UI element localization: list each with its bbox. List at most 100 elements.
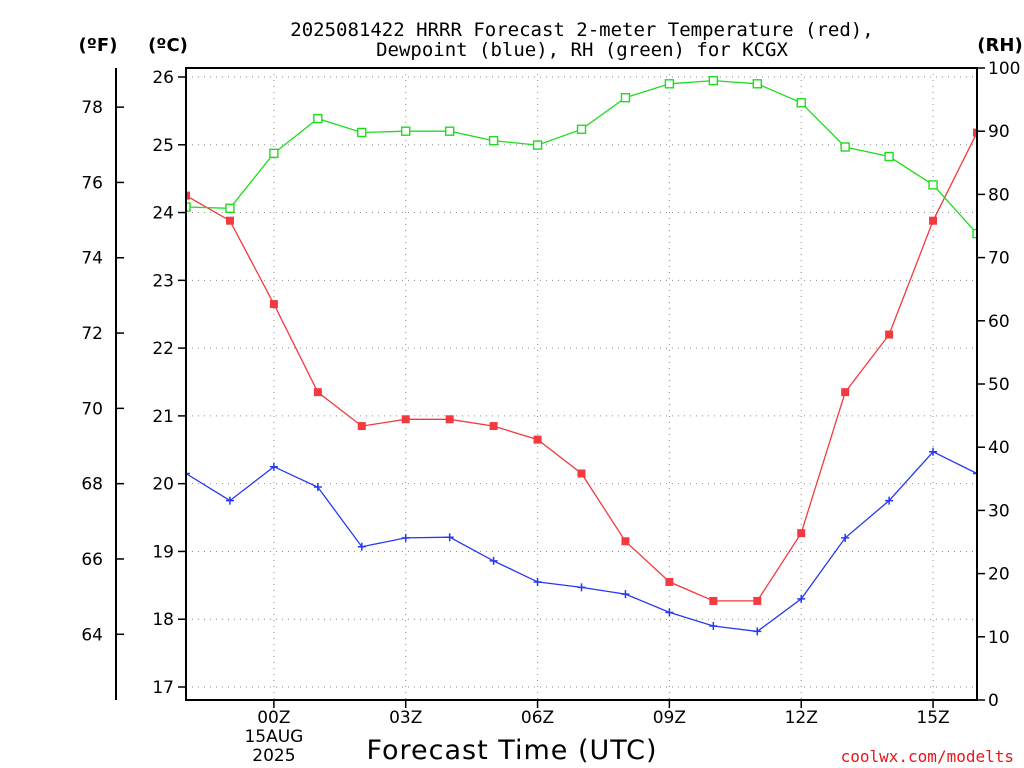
rh-point — [708, 75, 719, 86]
x-axis-label: Forecast Time (UTC) — [366, 735, 657, 766]
rh-point — [269, 148, 279, 159]
rh-point — [752, 79, 762, 89]
rh-point — [401, 126, 411, 136]
dewpoint-point — [489, 556, 498, 565]
dewpoint-point — [225, 496, 234, 505]
fahrenheit-tick-label: 66 — [81, 550, 103, 570]
temperature-point — [225, 216, 234, 225]
rh-point — [796, 98, 806, 108]
fahrenheit-tick-label: 74 — [81, 249, 103, 269]
temperature-point — [186, 191, 190, 200]
fahrenheit-tick-label: 68 — [81, 475, 103, 495]
temperature-point — [269, 300, 278, 309]
rh-tick-label: 30 — [988, 501, 1010, 521]
temperature-point — [973, 128, 977, 137]
temperature-point — [665, 577, 674, 586]
rh-tick-label: 0 — [988, 691, 999, 711]
rh-point — [488, 135, 499, 146]
rh-point — [884, 151, 894, 162]
chart-title-line-1: 2025081422 HRRR Forecast 2-meter Tempera… — [290, 19, 873, 41]
rh-point — [972, 228, 977, 239]
dewpoint-point — [841, 533, 850, 542]
fahrenheit-tick-label: 64 — [81, 625, 103, 645]
rh-point — [532, 140, 543, 150]
series-rh — [186, 75, 977, 239]
rh-tick-label: 20 — [988, 565, 1010, 585]
dewpoint-point — [269, 462, 278, 471]
credit-text: coolwx.com/modelts — [841, 747, 1014, 766]
rh-tick-label: 50 — [988, 375, 1010, 395]
dewpoint-point — [929, 447, 938, 456]
x-tick-label: 03Z — [389, 708, 422, 728]
chart-title-line-2: Dewpoint (blue), RH (green) for KCGX — [376, 39, 788, 61]
dewpoint-point — [533, 577, 542, 586]
x-tick-date-label: 15AUG — [244, 727, 303, 747]
temperature-point — [357, 422, 366, 431]
dewpoint-point — [401, 533, 410, 542]
series-layer — [186, 75, 977, 636]
temperature-point — [709, 596, 718, 605]
celsius-tick-label: 23 — [152, 271, 174, 291]
rh-point — [576, 124, 587, 135]
celsius-tick-label: 22 — [152, 339, 174, 359]
celsius-tick-label: 17 — [152, 678, 174, 698]
dewpoint-point — [665, 608, 674, 617]
rh-tick-label: 70 — [988, 249, 1010, 269]
rh-point — [313, 113, 323, 124]
x-tick-label: 06Z — [521, 708, 554, 728]
x-tick-label: 00Z — [257, 708, 290, 728]
rh-unit-label: (RH) — [977, 35, 1022, 56]
fahrenheit-unit-label: (ºF) — [79, 35, 118, 56]
series-temperature — [186, 128, 977, 605]
x-tick-label: 15Z — [916, 708, 949, 728]
dewpoint-point — [445, 533, 454, 542]
rh-point — [225, 203, 235, 214]
temperature-point — [577, 469, 586, 478]
rh-tick-label: 40 — [988, 438, 1010, 458]
celsius-tick-label: 20 — [152, 475, 174, 495]
rh-point — [444, 126, 455, 136]
temperature-point — [533, 435, 542, 444]
axes: 17 18 19 20 21 22 23 24 25 26 64 66 68 70 72 74 76 78 0 10 2… — [81, 59, 1020, 766]
rh-tick-label: 60 — [988, 312, 1010, 332]
rh-point — [664, 79, 675, 89]
celsius-tick-label: 26 — [152, 68, 174, 88]
dewpoint-point — [797, 594, 806, 603]
fahrenheit-tick-label: 70 — [81, 399, 103, 419]
celsius-tick-label: 25 — [152, 136, 174, 156]
dewpoint-point — [973, 469, 977, 478]
temperature-point — [929, 216, 938, 225]
temperature-point — [841, 388, 850, 397]
x-tick-date-label: 2025 — [252, 746, 295, 766]
celsius-unit-label: (ºC) — [148, 35, 188, 56]
dewpoint-point — [186, 469, 190, 478]
rh-point — [357, 127, 367, 138]
series-dewpoint — [186, 447, 977, 636]
temperature-point — [753, 596, 762, 605]
temperature-point — [797, 529, 806, 538]
temperature-point — [401, 415, 410, 424]
temperature-point — [621, 537, 630, 546]
fahrenheit-tick-label: 72 — [81, 324, 103, 344]
fahrenheit-tick-label: 78 — [81, 98, 103, 118]
plot-border — [185, 67, 978, 701]
temperature-point — [313, 388, 322, 397]
series-line-dewpoint — [186, 450, 977, 633]
celsius-tick-label: 24 — [152, 204, 174, 224]
rh-point — [620, 93, 631, 103]
rh-point — [928, 180, 938, 190]
series-line-temperature — [186, 132, 977, 602]
dewpoint-point — [709, 622, 718, 630]
temperature-point — [489, 422, 498, 431]
rh-point — [186, 202, 191, 212]
rh-tick-label: 100 — [988, 59, 1020, 79]
dewpoint-point — [313, 483, 322, 492]
rh-tick-label: 10 — [988, 628, 1010, 648]
x-tick-label: 12Z — [785, 708, 818, 728]
dewpoint-point — [885, 496, 894, 505]
grid — [186, 68, 977, 700]
celsius-tick-label: 18 — [152, 610, 174, 630]
dewpoint-point — [577, 583, 586, 592]
dewpoint-point — [621, 590, 630, 599]
